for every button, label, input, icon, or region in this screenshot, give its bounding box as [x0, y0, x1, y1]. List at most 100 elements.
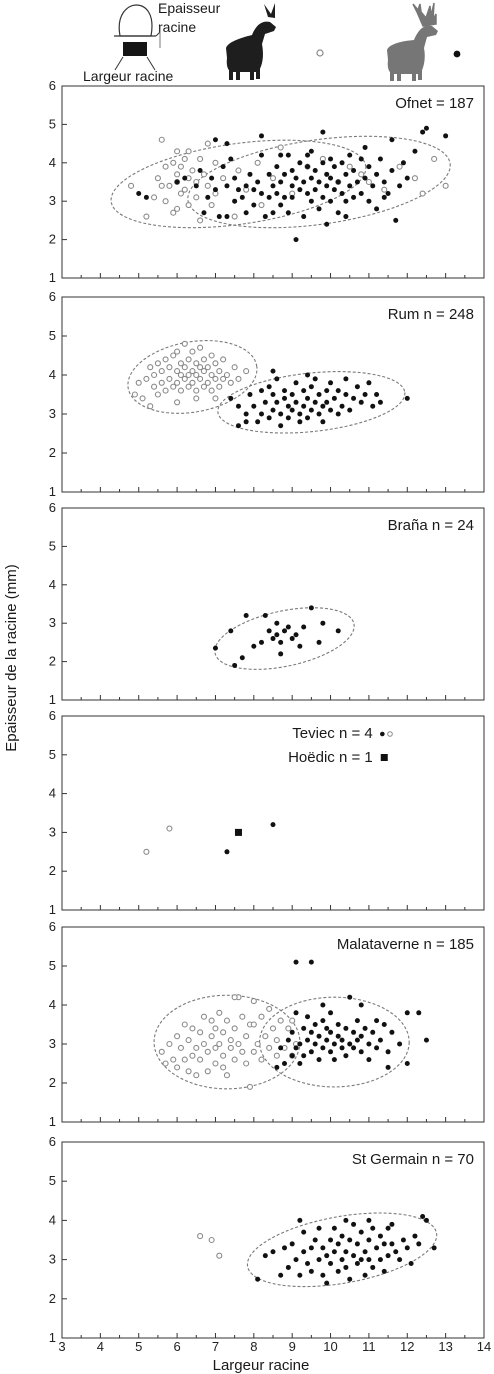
roe-deer-point — [200, 383, 207, 390]
red-deer-point — [262, 399, 268, 405]
red-deer-point — [312, 376, 318, 382]
roe-deer-point — [174, 379, 181, 386]
red-deer-point — [339, 1257, 345, 1263]
red-deer-point — [358, 1033, 364, 1039]
red-deer-point — [224, 183, 230, 189]
red-deer-point — [320, 620, 326, 626]
red-deer-point — [381, 179, 387, 185]
red-deer-point — [235, 403, 241, 409]
red-deer-point — [412, 1233, 418, 1239]
red-deer-point — [297, 419, 303, 425]
roe-deer-point — [174, 348, 181, 355]
red-deer-point — [351, 395, 357, 401]
hoedic-symbol — [380, 754, 388, 761]
red-deer-point — [312, 1237, 318, 1243]
red-deer-point — [282, 395, 288, 401]
red-deer-point — [343, 1217, 349, 1223]
roe-deer-point — [158, 136, 165, 143]
red-deer-point — [324, 1037, 330, 1043]
roe-deer-point — [162, 1060, 169, 1067]
red-deer-point — [358, 156, 364, 162]
red-deer-point — [366, 380, 372, 386]
red-deer-point — [209, 175, 215, 181]
roe-deer-point — [185, 383, 192, 390]
red-deer-point — [335, 388, 341, 394]
red-deer-point — [247, 171, 253, 177]
red-deer-point — [366, 1057, 372, 1063]
panel-title: Rum n = 248 — [388, 306, 474, 323]
red-deer-point — [320, 1018, 326, 1024]
roe-deer-point — [266, 1044, 273, 1051]
red-deer-point — [320, 1002, 326, 1008]
red-deer-point — [328, 175, 334, 181]
panel-title: Braña n = 24 — [388, 517, 474, 534]
x-tick-label: 3 — [58, 1339, 65, 1354]
panel-frame — [61, 507, 485, 701]
roe-deer-point — [258, 201, 265, 209]
y-tick-label: 4 — [49, 577, 56, 592]
roe-deer-marker-icon — [316, 49, 324, 57]
red-deer-point — [339, 403, 345, 409]
red-deer-point — [328, 198, 334, 204]
roe-deer-point — [181, 1056, 188, 1063]
panel-title-2: Hoëdic n = 1 — [288, 749, 373, 766]
red-deer-point — [239, 655, 245, 661]
roe-deer-point — [396, 163, 403, 170]
red-deer-point — [366, 1217, 372, 1223]
roe-deer-point — [285, 1025, 292, 1032]
roe-deer-point — [193, 387, 200, 394]
y-tick-label: 4 — [49, 1212, 56, 1227]
red-deer-point — [362, 1025, 368, 1031]
red-deer-point — [297, 1041, 303, 1047]
red-deer-point — [293, 399, 299, 405]
red-deer-point — [389, 167, 395, 173]
red-deer-point — [347, 1276, 353, 1282]
red-deer-point — [320, 129, 326, 135]
red-deer-point — [301, 624, 307, 630]
red-deer-point — [297, 1061, 303, 1066]
red-deer-point — [297, 160, 303, 166]
x-tick-label: 13 — [438, 1339, 452, 1354]
red-deer-point — [370, 403, 376, 409]
red-deer-point — [347, 1041, 353, 1047]
red-deer-point — [377, 156, 383, 162]
red-deer-point — [420, 1213, 426, 1219]
red-deer-point — [293, 632, 299, 638]
red-deer-point — [285, 403, 291, 409]
y-tick-label: 5 — [49, 747, 56, 762]
roe-deer-point — [216, 1009, 223, 1016]
roe-deer-point — [154, 175, 161, 182]
red-deer-point — [274, 164, 280, 170]
y-tick-label: 3 — [49, 1252, 56, 1267]
red-deer-point — [320, 403, 326, 409]
roe-deer-point — [208, 352, 215, 359]
y-tick-label: 5 — [49, 958, 56, 973]
red-deer-point — [331, 1249, 337, 1255]
y-tick-label: 5 — [49, 1173, 56, 1188]
panel-title: Malataverne n = 185 — [337, 936, 474, 953]
red-deer-point — [331, 187, 337, 193]
red-deer-point — [266, 384, 272, 390]
red-deer-point — [289, 1241, 295, 1247]
roe-deer-point — [185, 201, 192, 209]
roe-deer-point — [174, 399, 181, 406]
x-tick-label: 6 — [173, 1339, 180, 1354]
red-deer-point — [182, 175, 188, 181]
roe-deer-point — [143, 375, 150, 382]
red-deer-point — [351, 1221, 357, 1227]
red-deer-point — [305, 395, 311, 401]
red-deer-point — [343, 171, 349, 177]
roe-deer-point — [166, 182, 173, 189]
red-deer-point — [308, 1268, 314, 1274]
roe-deer-point — [166, 364, 173, 371]
red-deer-point — [216, 214, 222, 220]
red-deer-point — [331, 395, 337, 401]
roe-deer-point — [147, 403, 154, 410]
x-axis-label: Largeur racine — [213, 1357, 310, 1374]
confidence-ellipse — [127, 340, 258, 414]
red-deer-point — [212, 137, 218, 143]
red-deer-point — [385, 1225, 391, 1231]
red-deer-point — [381, 194, 387, 200]
red-deer-point — [404, 1010, 410, 1016]
roe-deer-point — [193, 371, 200, 379]
